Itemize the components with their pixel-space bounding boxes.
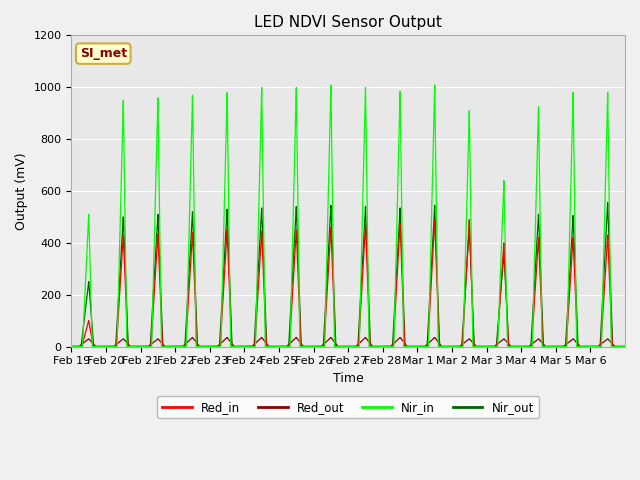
Y-axis label: Output (mV): Output (mV) bbox=[15, 152, 28, 230]
X-axis label: Time: Time bbox=[333, 372, 364, 385]
Title: LED NDVI Sensor Output: LED NDVI Sensor Output bbox=[254, 15, 442, 30]
Text: SI_met: SI_met bbox=[80, 47, 127, 60]
Legend: Red_in, Red_out, Nir_in, Nir_out: Red_in, Red_out, Nir_in, Nir_out bbox=[157, 396, 539, 419]
